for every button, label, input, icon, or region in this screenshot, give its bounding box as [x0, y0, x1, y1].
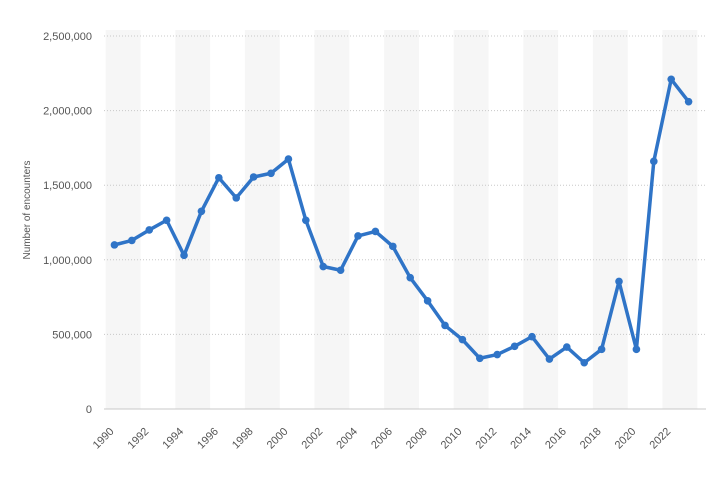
x-tick-label: 1992 — [126, 426, 152, 452]
x-tick-label: 2014 — [508, 426, 534, 452]
x-tick-label: 2010 — [439, 426, 465, 452]
background-band — [523, 30, 559, 409]
data-point[interactable] — [180, 251, 188, 260]
data-point[interactable] — [232, 194, 241, 202]
background-band — [105, 30, 141, 409]
x-tick-label: 1994 — [160, 426, 186, 452]
data-point[interactable] — [145, 226, 154, 234]
data-point[interactable] — [476, 354, 484, 363]
x-tick-label: 2008 — [404, 426, 430, 452]
data-point[interactable] — [406, 273, 415, 282]
data-point[interactable] — [249, 173, 258, 181]
data-point[interactable] — [162, 216, 171, 225]
data-point[interactable] — [597, 345, 606, 354]
background-band — [314, 30, 350, 409]
data-point[interactable] — [650, 157, 658, 166]
y-tick-label: 500,000 — [52, 329, 92, 341]
background-band — [244, 30, 280, 409]
data-point[interactable] — [354, 232, 362, 240]
data-point[interactable] — [615, 277, 623, 286]
data-point[interactable] — [215, 173, 223, 182]
data-point[interactable] — [110, 241, 119, 249]
x-tick-label: 2004 — [334, 426, 360, 452]
alternating-bands — [105, 30, 698, 409]
x-tick-label: 2020 — [613, 426, 639, 452]
x-tick-label: 1998 — [230, 426, 256, 452]
x-tick-label: 2000 — [265, 426, 291, 452]
data-point[interactable] — [128, 236, 136, 245]
data-point[interactable] — [493, 350, 502, 359]
x-tick-label: 2016 — [543, 426, 569, 452]
background-band — [662, 30, 698, 409]
series-line — [112, 77, 691, 365]
x-tick-label: 2012 — [474, 426, 500, 452]
data-point[interactable] — [336, 266, 345, 275]
data-point[interactable] — [528, 332, 536, 341]
background-band — [384, 30, 419, 409]
data-point[interactable] — [563, 343, 571, 351]
data-point[interactable] — [545, 355, 554, 363]
x-tick-label: 2018 — [578, 426, 604, 452]
data-point[interactable] — [632, 345, 641, 354]
data-point[interactable] — [371, 227, 380, 236]
data-point[interactable] — [302, 216, 310, 225]
x-axis-ticks: 1990 1992 1994 1996 1998 2000 2002 2004 2006 2008… — [91, 426, 674, 452]
y-axis-ticks: 0 500,000 1,000,000 1,500,000 2,000,000 2,500… — [43, 31, 92, 416]
background-band — [453, 30, 489, 409]
data-point[interactable] — [667, 75, 676, 84]
data-point[interactable] — [197, 207, 206, 216]
x-tick-label: 2022 — [648, 426, 674, 452]
data-point[interactable] — [510, 342, 519, 351]
background-band — [592, 30, 628, 409]
x-tick-label: 2002 — [300, 426, 326, 452]
data-point[interactable] — [580, 358, 589, 367]
x-tick-label: 1996 — [195, 426, 221, 452]
data-point[interactable] — [441, 321, 449, 330]
data-point[interactable] — [423, 297, 432, 305]
y-tick-label: 1,000,000 — [43, 255, 92, 267]
y-tick-label: 0 — [86, 404, 92, 416]
y-tick-label: 2,500,000 — [43, 31, 92, 43]
data-point[interactable] — [267, 169, 275, 178]
y-tick-label: 2,000,000 — [43, 106, 92, 118]
data-point[interactable] — [684, 97, 693, 106]
y-axis-title: Number of encounters — [22, 161, 33, 260]
y-tick-label: 1,500,000 — [43, 180, 92, 192]
data-point[interactable] — [319, 262, 328, 271]
series-layer — [110, 75, 693, 367]
x-tick-label: 1990 — [91, 426, 117, 452]
background-band — [175, 30, 211, 409]
data-point[interactable] — [458, 335, 467, 344]
data-point[interactable] — [389, 242, 397, 251]
data-point[interactable] — [284, 155, 293, 163]
x-tick-label: 2006 — [369, 426, 395, 452]
